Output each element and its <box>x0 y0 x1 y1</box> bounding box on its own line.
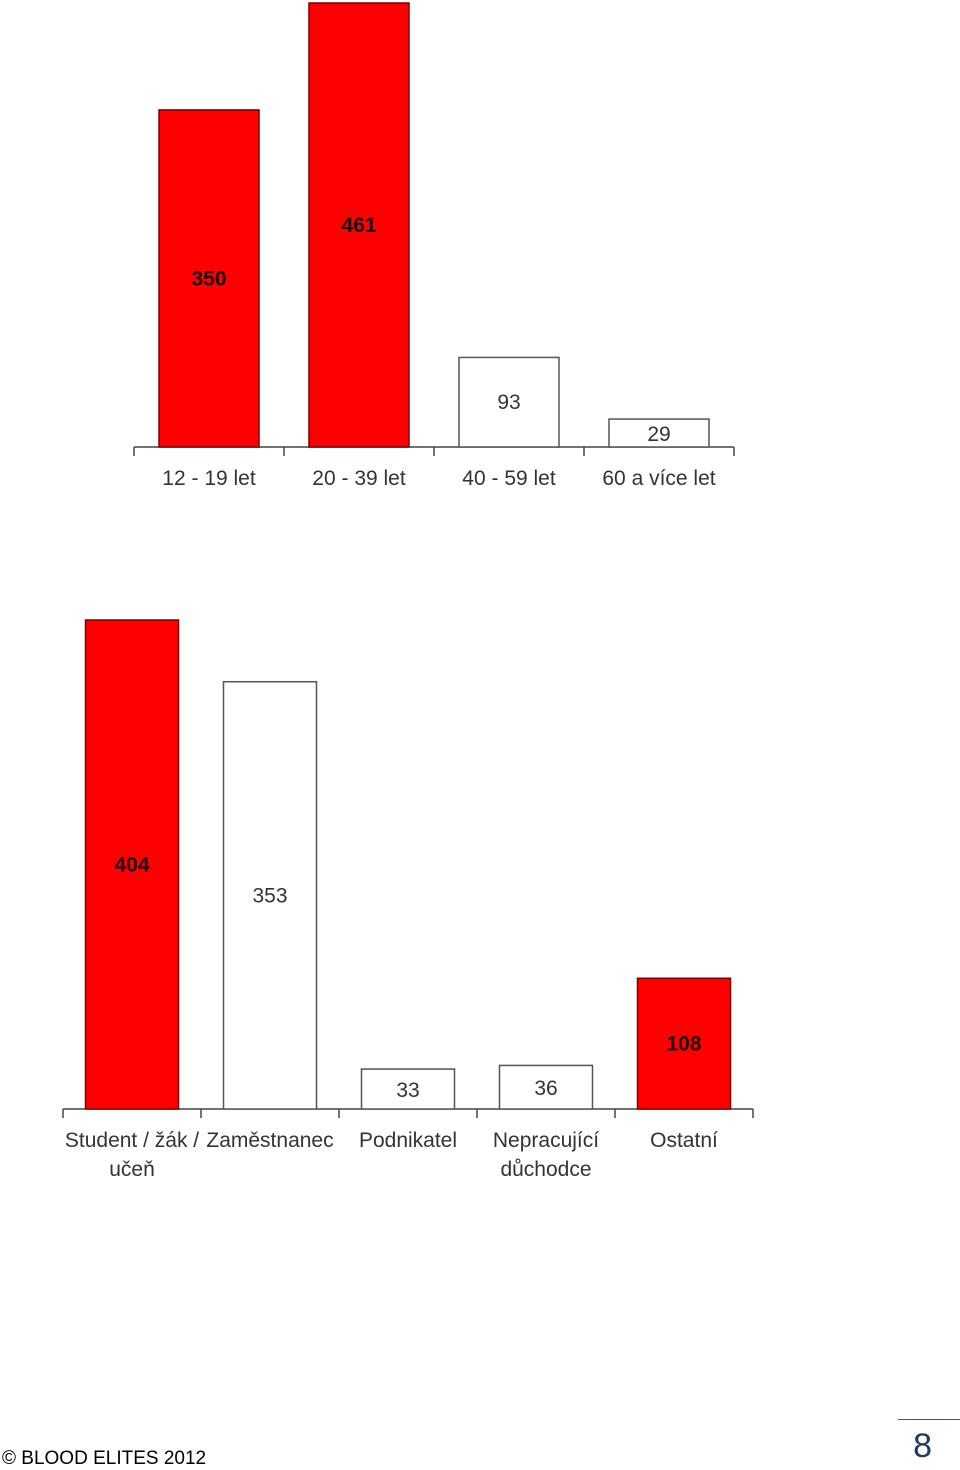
page-number-rule <box>898 1419 960 1420</box>
age-bar-chart: 350 12 - 19 let 461 20 - 39 let 93 40 - 59 le… <box>133 2 735 490</box>
bar-2 <box>222 680 318 1110</box>
value-label: 93 <box>497 391 520 414</box>
value-label: 350 <box>191 267 226 290</box>
bar-2 <box>308 2 410 448</box>
bar-1 <box>84 619 180 1110</box>
bar-4 <box>608 418 710 448</box>
bar-1 <box>158 109 260 448</box>
category-label: Podnikatel <box>359 1129 457 1152</box>
value-label: 108 <box>666 1033 701 1056</box>
value-label: 33 <box>396 1079 419 1102</box>
value-label: 461 <box>341 214 376 237</box>
value-label: 36 <box>534 1077 557 1100</box>
value-label: 29 <box>647 423 670 446</box>
bar-4 <box>498 1064 594 1110</box>
category-label: Student / žák / <box>65 1129 199 1152</box>
category-label: 12 - 19 let <box>162 467 256 490</box>
category-label: Zaměstnanec <box>206 1129 333 1152</box>
value-label: 353 <box>252 884 287 907</box>
category-label: Ostatní <box>650 1129 718 1152</box>
copyright-text: © BLOOD ELITES 2012 <box>2 1448 207 1469</box>
category-label: důchodce <box>500 1158 591 1181</box>
bar-3 <box>360 1068 456 1110</box>
category-label: 60 a více let <box>602 467 715 490</box>
bar-3 <box>458 356 560 448</box>
category-label: Nepracující <box>493 1129 599 1152</box>
category-label: 40 - 59 let <box>462 467 556 490</box>
category-label: učeň <box>109 1158 155 1181</box>
value-label: 404 <box>114 854 149 877</box>
bar-5 <box>636 977 732 1110</box>
page-footer: © BLOOD ELITES 2012 8 <box>0 1410 960 1470</box>
page-number: 8 <box>913 1427 932 1465</box>
occupation-bar-chart: 404 Student / žák / učeň 353 Zaměstnanec 33 Po… <box>62 619 754 1181</box>
category-label: 20 - 39 let <box>312 467 406 490</box>
